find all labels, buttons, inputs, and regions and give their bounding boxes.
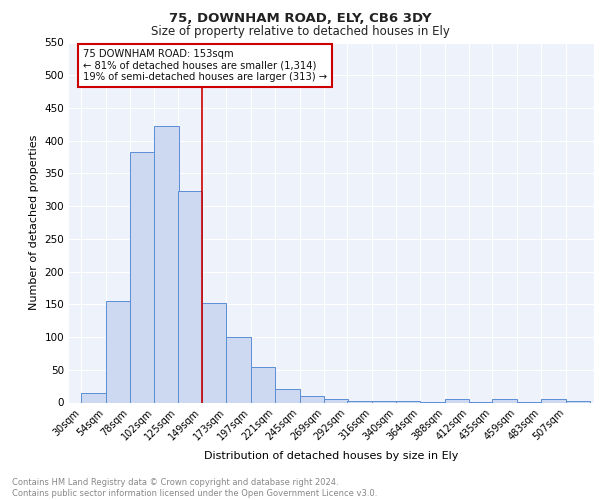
Text: 75, DOWNHAM ROAD, ELY, CB6 3DY: 75, DOWNHAM ROAD, ELY, CB6 3DY — [169, 12, 431, 26]
Bar — [541, 399, 566, 402]
Text: Contains HM Land Registry data © Crown copyright and database right 2024.
Contai: Contains HM Land Registry data © Crown c… — [12, 478, 377, 498]
Bar — [396, 401, 421, 402]
Bar — [566, 400, 590, 402]
Bar — [81, 392, 106, 402]
X-axis label: Distribution of detached houses by size in Ely: Distribution of detached houses by size … — [205, 450, 458, 460]
Bar — [275, 390, 299, 402]
Bar — [445, 399, 469, 402]
Bar — [493, 399, 517, 402]
Bar — [178, 191, 202, 402]
Bar — [130, 152, 154, 402]
Y-axis label: Number of detached properties: Number of detached properties — [29, 135, 39, 310]
Bar — [299, 396, 324, 402]
Bar — [324, 399, 348, 402]
Bar — [202, 303, 226, 402]
Bar — [154, 126, 179, 402]
Bar — [347, 400, 371, 402]
Bar — [226, 337, 251, 402]
Bar — [251, 366, 275, 402]
Bar — [106, 301, 130, 402]
Bar — [371, 401, 396, 402]
Text: 75 DOWNHAM ROAD: 153sqm
← 81% of detached houses are smaller (1,314)
19% of semi: 75 DOWNHAM ROAD: 153sqm ← 81% of detache… — [83, 49, 328, 82]
Text: Size of property relative to detached houses in Ely: Size of property relative to detached ho… — [151, 25, 449, 38]
